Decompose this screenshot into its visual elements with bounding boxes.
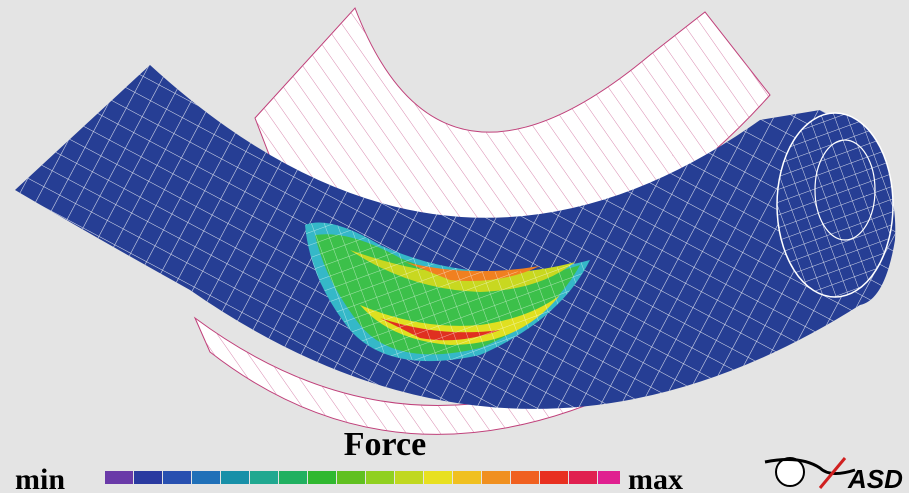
logo-text: ASD: [847, 464, 903, 493]
legend-max: max: [628, 463, 683, 493]
color-bar: [105, 471, 620, 484]
legend-min: min: [15, 463, 65, 493]
screenshot: Force min max ASD: [0, 0, 909, 493]
legend-title: Force: [344, 426, 426, 463]
page: Force min max ASD (() => { const data = …: [0, 0, 909, 493]
logo: ASD: [765, 458, 903, 493]
